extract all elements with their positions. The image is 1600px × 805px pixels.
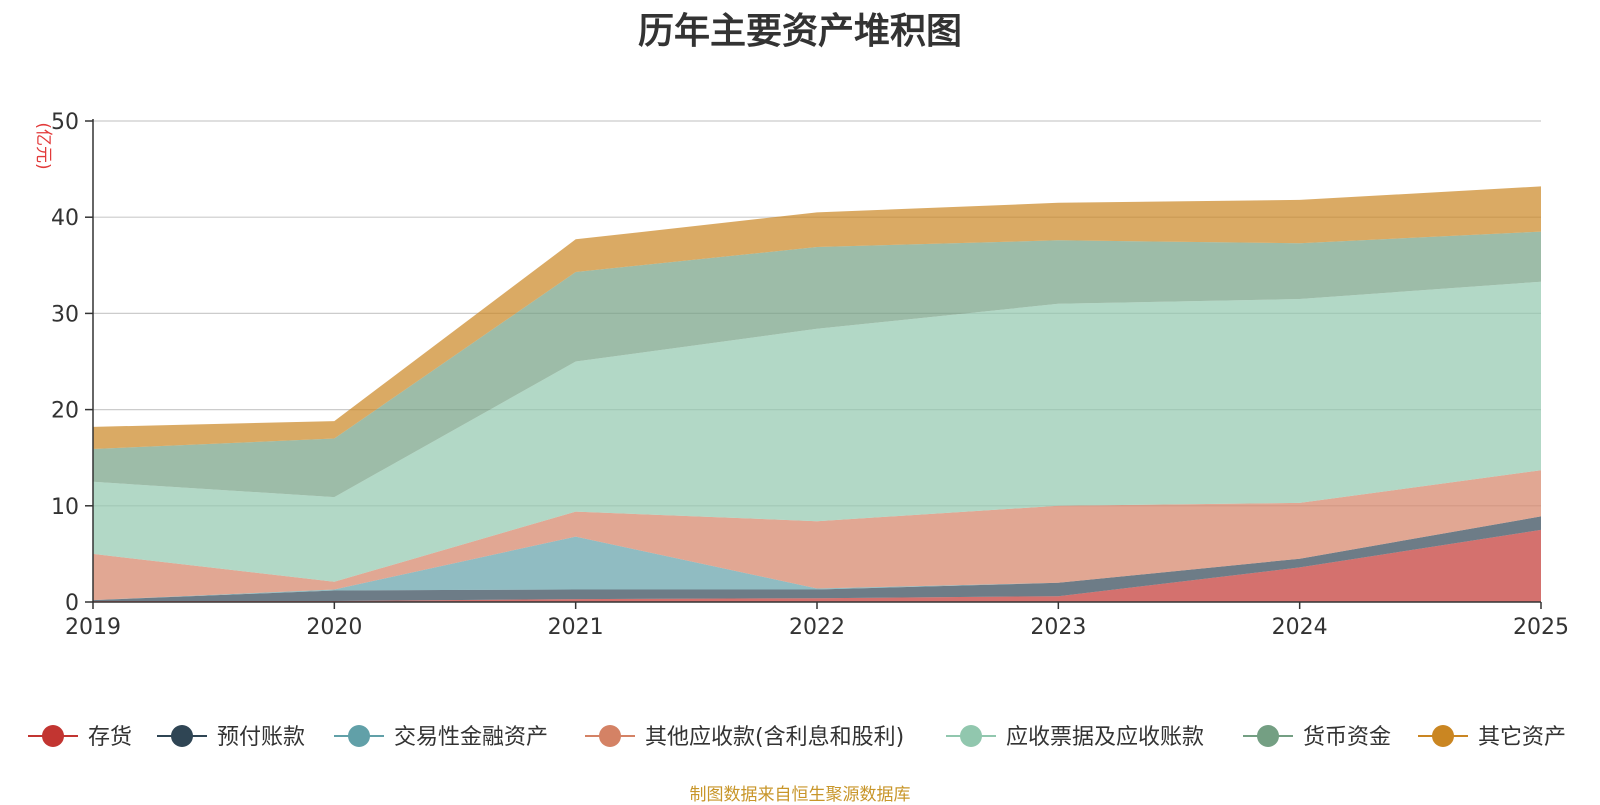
x-tick-label: 2019 <box>65 615 121 640</box>
legend-marker-icon <box>599 725 621 747</box>
legend-item-3[interactable]: 其他应收款(含利息和股利) <box>585 725 904 750</box>
area-series-3 <box>93 470 1541 601</box>
area-series-1 <box>93 516 1541 601</box>
legend-item-5[interactable]: 货币资金 <box>1243 725 1391 750</box>
x-tick-label: 2024 <box>1272 615 1328 640</box>
legend-item-1[interactable]: 预付账款 <box>157 725 305 750</box>
x-tick-label: 2022 <box>789 615 845 640</box>
area-layer <box>93 186 1541 602</box>
x-tick-label: 2023 <box>1030 615 1086 640</box>
y-tick-label: 20 <box>51 399 79 424</box>
legend-label: 存货 <box>88 725 132 750</box>
area-series-6 <box>93 186 1541 449</box>
y-axis-unit-label: (亿元) <box>33 122 53 169</box>
axis-layer: 0 10 20 30 40 50 2019 2020 2021 2022 2023 2024 2025 (… <box>33 110 1569 640</box>
area-series-4 <box>93 281 1541 582</box>
source-note: 制图数据来自恒生聚源数据库 <box>689 785 911 805</box>
y-tick-label: 30 <box>51 302 79 327</box>
legend-layer: 存货 预付账款 交易性金融资产 其他应收款(含利息和股利) 应收票据及应收账款 货币资金 其… <box>28 725 1566 750</box>
legend-label: 应收票据及应收账款 <box>1006 725 1204 750</box>
x-tick-label: 2021 <box>548 615 604 640</box>
x-tick-label: 2025 <box>1513 615 1569 640</box>
legend-label: 预付账款 <box>217 725 305 750</box>
legend-label: 货币资金 <box>1303 725 1391 750</box>
legend-label: 其他应收款(含利息和股利) <box>645 725 904 750</box>
legend-item-4[interactable]: 应收票据及应收账款 <box>946 725 1204 750</box>
legend-marker-icon <box>1432 725 1454 747</box>
legend-label: 交易性金融资产 <box>394 725 548 750</box>
area-series-5 <box>93 231 1541 498</box>
legend-item-6[interactable]: 其它资产 <box>1418 725 1566 750</box>
legend-marker-icon <box>348 725 370 747</box>
x-tick-label: 2020 <box>306 615 362 640</box>
legend-marker-icon <box>171 725 193 747</box>
legend-item-2[interactable]: 交易性金融资产 <box>334 725 548 750</box>
legend-marker-icon <box>960 725 982 747</box>
legend-item-0[interactable]: 存货 <box>28 725 132 750</box>
legend-label: 其它资产 <box>1478 725 1566 750</box>
legend-marker-icon <box>42 725 64 747</box>
y-tick-label: 40 <box>51 206 79 231</box>
y-tick-label: 10 <box>51 495 79 520</box>
legend-marker-icon <box>1257 725 1279 747</box>
area-series-2 <box>93 516 1541 601</box>
y-tick-label: 50 <box>51 110 79 135</box>
y-tick-label: 0 <box>65 591 79 616</box>
chart-title: 历年主要资产堆积图 <box>637 11 962 52</box>
area-series-0 <box>93 529 1541 602</box>
